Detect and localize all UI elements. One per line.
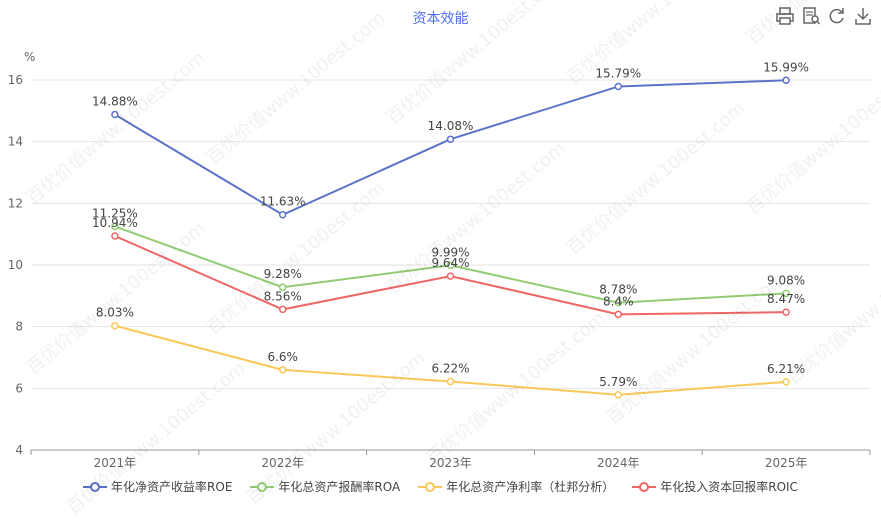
data-label: 6.21% — [767, 362, 805, 376]
data-point — [278, 366, 287, 374]
legend-marker — [632, 481, 657, 492]
data-point — [111, 222, 119, 231]
data-label: 11.25% — [92, 206, 138, 220]
data-label: 8.56% — [264, 289, 302, 303]
y-tick-label: 4 — [15, 443, 23, 457]
data-point — [446, 377, 455, 386]
data-label: 8.47% — [767, 292, 805, 306]
data-point — [278, 210, 287, 219]
y-axis-unit: % — [24, 50, 36, 64]
data-label: 9.99% — [431, 245, 469, 259]
legend-item[interactable]: 年化净资产收益率ROE — [83, 478, 232, 495]
data-label: 8.03% — [96, 306, 134, 320]
refresh-icon[interactable] — [827, 6, 847, 26]
x-tick-label: 2021年 — [94, 456, 137, 470]
y-tick-label: 8 — [15, 320, 23, 334]
data-point — [111, 232, 119, 240]
data-label: 9.64% — [431, 256, 469, 270]
data-label: 6.6% — [267, 350, 298, 364]
legend-marker — [250, 481, 275, 492]
data-point — [782, 289, 790, 298]
y-tick-label: 14 — [8, 135, 23, 149]
x-tick-label: 2022年 — [261, 456, 304, 470]
data-label: 9.08% — [767, 273, 805, 287]
data-point — [111, 321, 119, 330]
legend-label: 年化总资产净利率（杜邦分析） — [446, 480, 615, 494]
data-label: 15.79% — [595, 66, 641, 80]
data-label: 14.08% — [428, 119, 474, 133]
data-label: 8.78% — [599, 283, 637, 297]
data-point — [278, 283, 287, 291]
y-tick-label: 12 — [8, 196, 23, 210]
data-point — [278, 305, 287, 314]
legend-label: 年化净资产收益率ROE — [111, 480, 233, 494]
data-label: 6.22% — [431, 362, 469, 376]
data-point — [111, 110, 119, 119]
y-tick-label: 10 — [8, 258, 23, 272]
data-point — [782, 76, 790, 85]
data-label: 5.79% — [599, 375, 637, 389]
data-point — [446, 261, 455, 270]
legend-item[interactable]: 年化投入资本回报率ROIC — [632, 478, 798, 495]
x-tick-label: 2025年 — [765, 456, 808, 470]
data-point — [614, 310, 623, 319]
data-point — [614, 391, 623, 399]
legend-item[interactable]: 年化总资产净利率（杜邦分析） — [418, 478, 614, 495]
y-tick-label: 6 — [15, 381, 23, 395]
legend-item[interactable]: 年化总资产报酬率ROA — [250, 478, 400, 495]
data-label: 8.4% — [603, 294, 634, 308]
x-tick-label: 2024年 — [597, 456, 640, 470]
print-icon[interactable] — [775, 6, 795, 26]
legend-marker — [418, 481, 443, 492]
y-tick-label: 16 — [8, 73, 23, 87]
series-line — [114, 79, 787, 216]
data-point — [614, 298, 623, 307]
chart-toolbar — [775, 6, 873, 26]
data-label: 15.99% — [763, 60, 809, 74]
chart-title: 资本效能 — [412, 11, 469, 27]
data-point — [614, 82, 623, 91]
data-point — [446, 272, 455, 280]
download-icon[interactable] — [853, 6, 873, 26]
x-tick-label: 2023年 — [429, 456, 472, 470]
data-label: 14.88% — [92, 95, 138, 109]
legend-label: 年化总资产报酬率ROA — [278, 480, 401, 494]
line-chart: 4 6 8 10 12 14 16 2021年 2022年 2023年 2024年 2025年 14.8… — [8, 60, 871, 470]
data-point — [782, 378, 790, 386]
chart-legend: 年化净资产收益率ROE 年化总资产报酬率ROA 年化总资产净利率（杜邦分析） 年化投入… — [0, 478, 881, 495]
data-view-icon[interactable] — [801, 6, 821, 26]
data-point — [782, 308, 790, 316]
data-label: 9.28% — [264, 267, 302, 281]
data-label: 11.63% — [260, 195, 306, 209]
legend-marker — [83, 481, 108, 492]
legend-label: 年化投入资本回报率ROIC — [660, 480, 798, 494]
data-label: 10.94% — [92, 216, 138, 230]
data-point — [446, 135, 455, 143]
